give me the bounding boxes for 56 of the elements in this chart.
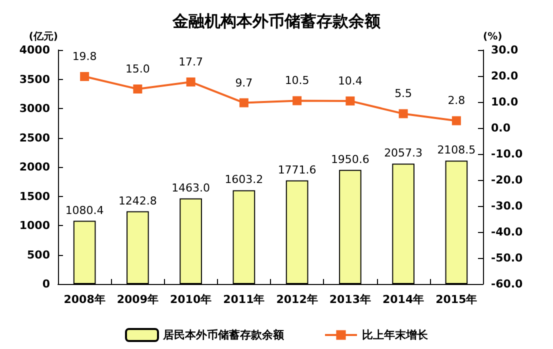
data-label: 1463.0: [172, 181, 210, 194]
data-label: 1603.2: [224, 173, 264, 186]
x-tick-label: 2009年: [116, 293, 158, 306]
data-label: 1771.6: [278, 163, 316, 176]
y2-tick-label: 20.0: [491, 70, 518, 82]
y-tick-label: 1500: [19, 190, 50, 203]
y-tick-label: 2500: [19, 131, 50, 144]
point: [452, 116, 461, 126]
point: [239, 98, 248, 108]
y2-tick-label: -20.0: [491, 174, 524, 186]
x-tick-label: 2015年: [436, 293, 478, 306]
x-tick-label: 2013年: [329, 293, 371, 306]
data-label: 15.0: [125, 62, 150, 76]
data-label: 2.8: [448, 94, 466, 108]
legend-label: 居民本外币储蓄存款余额: [162, 328, 285, 342]
y-axis-title: (亿元): [28, 30, 58, 42]
data-label: 1950.6: [330, 152, 370, 166]
y-tick-label: 500: [27, 248, 50, 262]
x-tick-label: 2011年: [223, 293, 265, 306]
data-label: 5.5: [394, 87, 412, 100]
y-tick-label: 1000: [19, 219, 50, 232]
x-tick-label: 2014年: [382, 293, 424, 306]
point: [292, 96, 302, 106]
y2-tick-label: -30.0: [491, 200, 524, 212]
x-tick-label: 2012年: [276, 293, 318, 306]
y2-tick-label: 10.0: [491, 96, 518, 108]
data-label: 1242.8: [118, 194, 157, 208]
y2-tick-label: -10.0: [491, 148, 524, 160]
y2-tick-label: -50.0: [491, 252, 524, 264]
y2-tick-label: 30.0: [491, 44, 518, 56]
y-tick-label: 3000: [19, 102, 50, 115]
data-label: 19.8: [72, 50, 97, 64]
legend-label: 比上年末增长: [362, 328, 429, 342]
data-label: 2057.3: [384, 146, 423, 160]
y-tick-label: 3500: [19, 72, 50, 86]
data-label: 1080.4: [65, 204, 104, 217]
y-tick-label: 2000: [19, 160, 50, 174]
point: [398, 109, 408, 118]
chart-title: 金融机构本外币储蓄存款余额: [172, 12, 382, 30]
y-tick-label: 4000: [19, 44, 50, 56]
data-label: 17.7: [178, 55, 204, 68]
y2-axis-title: (%): [483, 32, 502, 42]
point: [80, 72, 90, 82]
y2-tick-label: -60.0: [491, 278, 524, 290]
x-tick-label: 2010年: [170, 293, 212, 306]
y2-tick-label: 0.0: [491, 122, 511, 134]
y2-tick-label: -40.0: [491, 226, 524, 238]
data-label: 9.7: [235, 76, 253, 90]
data-label: 2108.5: [437, 144, 476, 157]
point: [346, 96, 355, 106]
y-tick-label: 0: [42, 278, 50, 290]
data-label: 10.4: [338, 74, 362, 88]
point: [186, 77, 196, 86]
point: [133, 84, 142, 94]
x-tick-label: 2008年: [64, 293, 106, 306]
data-label: 10.5: [284, 74, 310, 88]
